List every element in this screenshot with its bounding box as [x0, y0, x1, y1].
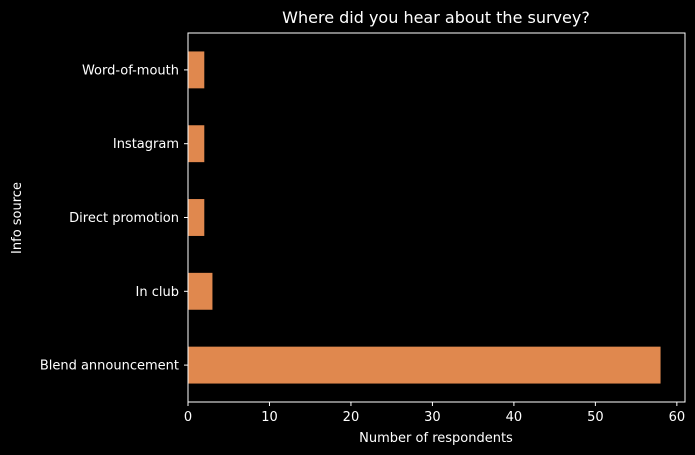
x-tick-label: 10 [261, 410, 278, 425]
x-axis-label: Number of respondents [359, 431, 513, 446]
bar-3 [188, 125, 205, 163]
x-tick-label: 50 [587, 410, 604, 425]
y-tick-label: Instagram [113, 137, 179, 152]
y-tick-label: In club [136, 285, 179, 300]
bar-1 [188, 272, 213, 310]
bars-group [188, 51, 661, 384]
bar-0 [188, 346, 661, 384]
bar-2 [188, 199, 205, 236]
x-tick-label: 30 [424, 410, 441, 425]
y-axis-ticks: Blend announcement In club Direct promotio… [40, 63, 188, 374]
y-axis-label: Info source [10, 182, 25, 254]
x-axis-ticks: 0 10 20 30 40 50 60 [184, 402, 685, 425]
y-tick-label: Word-of-mouth [82, 63, 179, 78]
bar-4 [188, 51, 205, 89]
x-tick-label: 0 [184, 410, 192, 425]
x-tick-label: 20 [343, 410, 360, 425]
y-tick-label: Blend announcement [40, 359, 179, 374]
chart-title: Where did you hear about the survey? [282, 8, 590, 27]
x-tick-label: 40 [506, 410, 523, 425]
y-tick-label: Direct promotion [69, 211, 179, 226]
x-tick-label: 60 [669, 410, 686, 425]
plot-frame [187, 32, 686, 403]
